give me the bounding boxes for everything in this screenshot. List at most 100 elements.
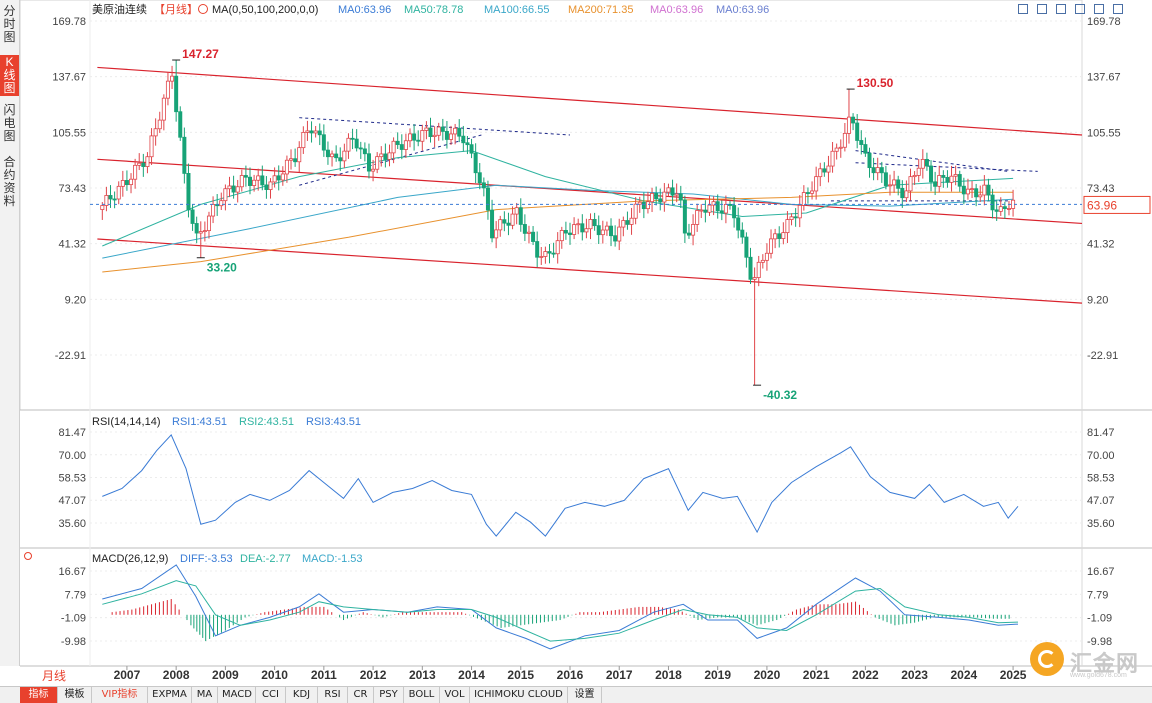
indicator-tab-0[interactable]: 指标: [20, 687, 58, 703]
candle-body: [190, 209, 195, 224]
rsi-tick-label: 70.00: [1087, 450, 1115, 462]
candle-body: [403, 140, 408, 150]
legend-ma-value: MA0:63.96: [716, 4, 769, 16]
zoom-in-icon[interactable]: [1018, 4, 1028, 14]
indicator-tab-1[interactable]: 模板: [58, 687, 92, 703]
x-tick-label: 2011: [311, 668, 337, 682]
fit-icon[interactable]: [1056, 4, 1066, 14]
candle-body: [732, 205, 737, 219]
y-tick-label: -22.91: [1087, 350, 1118, 362]
indicator-tab-expma[interactable]: EXPMA: [148, 687, 192, 703]
indicator-tab-vol[interactable]: VOL: [440, 687, 470, 703]
left-tab-0[interactable]: 分时图: [3, 4, 16, 44]
candle-body: [309, 130, 314, 134]
left-tab-3[interactable]: 合约资料: [3, 155, 16, 208]
macd-tick-label: -1.09: [61, 613, 86, 625]
logo-icon: [1030, 642, 1064, 676]
last-price-box: [1083, 195, 1151, 214]
indicator-tab-cr[interactable]: CR: [348, 687, 374, 703]
indicator-tab-boll[interactable]: BOLL: [404, 687, 440, 703]
candle-body: [970, 188, 975, 191]
candle-body: [871, 167, 876, 174]
indicator-tabbar: 指标 模板 VIP指标 EXPMA MA MACD CCI KDJ RSI CR PSY BOLL VO…: [0, 686, 1152, 703]
candle-body: [744, 236, 749, 258]
candle-body: [268, 181, 273, 190]
y-tick-label: 41.32: [1087, 239, 1115, 251]
indicator-tab-macd[interactable]: MACD: [218, 687, 256, 703]
candle-body: [822, 168, 827, 173]
candle-body: [584, 228, 589, 233]
pattern-line: [855, 162, 1038, 172]
candle-body: [272, 175, 277, 183]
extreme-label: 130.50: [857, 76, 894, 90]
indicator-tab-kdj[interactable]: KDJ: [286, 687, 318, 703]
candle-body: [407, 133, 412, 142]
candle-body: [982, 184, 987, 196]
candle-body: [186, 173, 191, 211]
indicator-tab-14[interactable]: 设置: [568, 687, 602, 703]
candle-body: [805, 192, 810, 194]
macd-tick-label: -9.98: [61, 636, 86, 648]
candle-body: [280, 173, 285, 181]
candle-body: [178, 111, 183, 138]
indicator-tab-vip[interactable]: VIP指标: [92, 687, 148, 703]
candle-body: [740, 229, 745, 238]
candle-body: [957, 174, 962, 187]
candle-body: [342, 150, 347, 162]
candle-body: [904, 190, 909, 199]
candle-body: [851, 116, 856, 124]
candle-body: [137, 162, 142, 166]
macd-legend: MACD:-1.53: [302, 553, 363, 565]
x-tick-label: 2020: [754, 668, 781, 682]
period-selector[interactable]: 月线: [19, 667, 89, 685]
candle-body: [658, 198, 663, 203]
left-tab-2[interactable]: 闪电图: [3, 103, 16, 143]
channel-line: [97, 158, 1083, 225]
candle-body: [900, 187, 905, 199]
indicator-tab-psy[interactable]: PSY: [374, 687, 404, 703]
x-tick-label: 2014: [458, 668, 485, 682]
candle-body: [108, 195, 113, 200]
indicator-tab-cci[interactable]: CCI: [256, 687, 286, 703]
candle-body: [449, 133, 454, 140]
candle-body: [535, 241, 540, 258]
candle-body: [621, 220, 626, 228]
candle-body: [752, 277, 757, 280]
settings-icon[interactable]: [1113, 4, 1123, 14]
candle-body: [933, 181, 938, 187]
candle-body: [395, 140, 400, 145]
candle-body: [916, 167, 921, 176]
fullscreen-icon[interactable]: [1075, 4, 1085, 14]
candle-body: [629, 217, 634, 225]
candle-body: [284, 159, 289, 175]
candle-body: [834, 147, 839, 152]
candle-body: [576, 223, 581, 226]
indicator-tab-ichimoku-cloud[interactable]: ICHIMOKU CLOUD: [470, 687, 568, 703]
candle-body: [124, 180, 129, 186]
candle-body: [440, 126, 445, 132]
x-tick-label: 2017: [606, 668, 633, 682]
candle-body: [929, 165, 934, 183]
candle-body: [814, 176, 819, 192]
window-icon[interactable]: [1094, 4, 1104, 14]
candle-body: [194, 223, 199, 234]
zoom-out-icon[interactable]: [1037, 4, 1047, 14]
rsi-tick-label: 35.60: [1087, 518, 1115, 530]
y-tick-label: 41.32: [58, 239, 86, 251]
macd-settings-icon: [24, 552, 32, 560]
indicator-tab-rsi[interactable]: RSI: [318, 687, 348, 703]
indicator-tab-ma[interactable]: MA: [192, 687, 218, 703]
y-tick-label: 169.78: [1087, 16, 1121, 28]
candle-body: [572, 224, 577, 235]
candle-body: [338, 157, 343, 162]
candle-body: [769, 238, 774, 254]
candle-body: [252, 179, 257, 186]
candle-body: [502, 219, 507, 224]
candle-body: [391, 140, 396, 154]
x-tick-label: 2012: [360, 668, 387, 682]
candle-body: [424, 127, 429, 131]
candle-body: [490, 209, 495, 239]
candle-body: [645, 201, 650, 210]
